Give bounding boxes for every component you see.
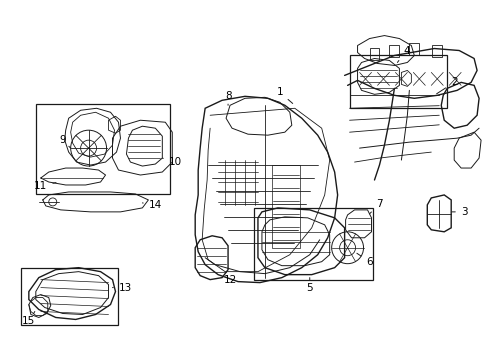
Text: 14: 14 (142, 200, 162, 210)
Text: 15: 15 (22, 311, 36, 327)
Text: 8: 8 (224, 91, 231, 105)
Bar (21, 268, 118, 325)
Bar (253, 208, 372, 280)
Text: 2: 2 (436, 77, 457, 94)
Text: 10: 10 (162, 157, 182, 167)
Text: 3: 3 (451, 207, 467, 217)
Text: 1: 1 (276, 87, 292, 103)
Text: 4: 4 (397, 45, 409, 62)
Text: 5: 5 (306, 278, 312, 293)
Text: 6: 6 (356, 253, 372, 267)
Bar (36, 104, 170, 194)
Text: 12: 12 (222, 270, 236, 285)
Text: 11: 11 (34, 181, 56, 191)
Text: 13: 13 (112, 283, 132, 293)
Text: 9: 9 (59, 135, 71, 148)
Text: 7: 7 (369, 199, 382, 214)
Bar (349, 55, 447, 108)
